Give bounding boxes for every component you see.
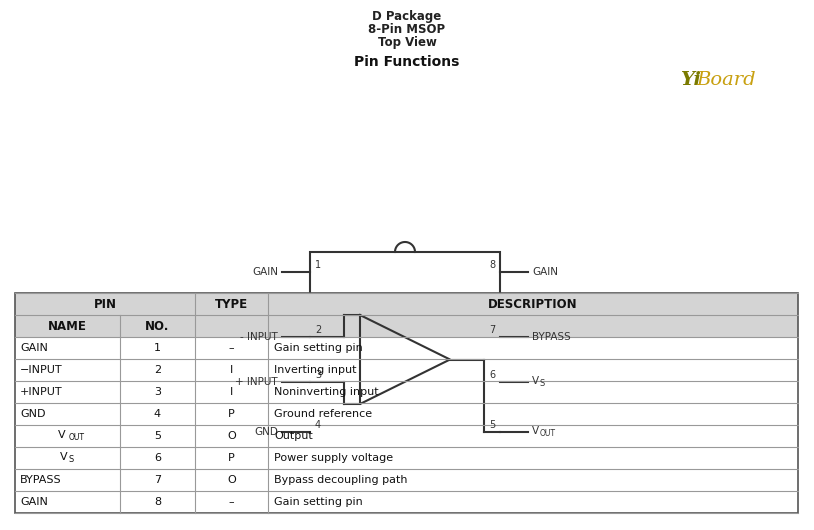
Text: V: V — [59, 452, 68, 462]
Bar — [15, 447, 798, 469]
Text: 2: 2 — [154, 365, 161, 375]
Bar — [15, 425, 798, 447]
Text: O: O — [227, 475, 236, 485]
Text: S: S — [540, 379, 545, 388]
Text: BYPASS: BYPASS — [20, 475, 62, 485]
Bar — [15, 293, 798, 315]
Text: 2: 2 — [315, 325, 322, 335]
Text: NO.: NO. — [146, 320, 169, 332]
Text: 1: 1 — [315, 260, 322, 270]
Text: GAIN: GAIN — [532, 267, 558, 277]
Text: 1: 1 — [154, 343, 161, 353]
Text: 8: 8 — [489, 260, 495, 270]
Text: Inverting input: Inverting input — [274, 365, 357, 375]
Text: PIN: PIN — [94, 297, 116, 311]
Bar — [15, 359, 798, 381]
Text: 8: 8 — [154, 497, 161, 507]
Bar — [15, 381, 798, 403]
Text: Bypass decoupling path: Bypass decoupling path — [274, 475, 408, 485]
Text: NAME: NAME — [48, 320, 87, 332]
Text: D Package: D Package — [372, 10, 442, 23]
Text: + INPUT: + INPUT — [235, 377, 278, 387]
Text: GAIN: GAIN — [252, 267, 278, 277]
Text: Top View: Top View — [378, 36, 436, 49]
Text: V: V — [532, 376, 539, 386]
Text: OUT: OUT — [540, 429, 556, 438]
Text: O: O — [227, 431, 236, 441]
Text: Gain setting pin: Gain setting pin — [274, 497, 363, 507]
Text: 4: 4 — [315, 420, 322, 430]
Bar — [15, 337, 798, 359]
Text: V: V — [58, 430, 65, 440]
Text: S: S — [68, 455, 74, 464]
Text: Gain setting pin: Gain setting pin — [274, 343, 363, 353]
Text: 5: 5 — [488, 420, 495, 430]
Text: P: P — [228, 409, 235, 419]
Text: 3: 3 — [315, 370, 322, 380]
Text: 3: 3 — [154, 387, 161, 397]
Text: Ground reference: Ground reference — [274, 409, 372, 419]
Text: Yi: Yi — [680, 71, 701, 89]
Text: Board: Board — [696, 71, 755, 89]
Text: 5: 5 — [154, 431, 161, 441]
Text: −INPUT: −INPUT — [20, 365, 63, 375]
Text: I: I — [230, 365, 233, 375]
Text: I: I — [230, 387, 233, 397]
Text: +INPUT: +INPUT — [20, 387, 63, 397]
Text: DESCRIPTION: DESCRIPTION — [488, 297, 578, 311]
Text: Output: Output — [274, 431, 313, 441]
Text: - INPUT: - INPUT — [240, 332, 278, 342]
Text: P: P — [228, 453, 235, 463]
Text: 7: 7 — [154, 475, 161, 485]
Text: –: – — [229, 343, 234, 353]
Text: GAIN: GAIN — [20, 497, 48, 507]
Text: V: V — [532, 426, 539, 436]
Text: 4: 4 — [154, 409, 161, 419]
Text: GND: GND — [20, 409, 46, 419]
Text: Noninverting input: Noninverting input — [274, 387, 379, 397]
Bar — [15, 469, 798, 491]
Bar — [310, 252, 500, 442]
Text: Pin Functions: Pin Functions — [354, 55, 460, 69]
Text: OUT: OUT — [68, 434, 85, 443]
Text: TYPE: TYPE — [215, 297, 248, 311]
Text: BYPASS: BYPASS — [532, 332, 571, 342]
Bar — [15, 293, 798, 513]
Text: GND: GND — [254, 427, 278, 437]
Bar — [15, 491, 798, 513]
Text: 7: 7 — [488, 325, 495, 335]
Bar — [15, 403, 798, 425]
Text: –: – — [229, 497, 234, 507]
Text: 6: 6 — [154, 453, 161, 463]
Bar — [15, 315, 798, 337]
Text: Power supply voltage: Power supply voltage — [274, 453, 393, 463]
Text: 8-Pin MSOP: 8-Pin MSOP — [369, 23, 445, 36]
Text: 6: 6 — [489, 370, 495, 380]
Text: GAIN: GAIN — [20, 343, 48, 353]
